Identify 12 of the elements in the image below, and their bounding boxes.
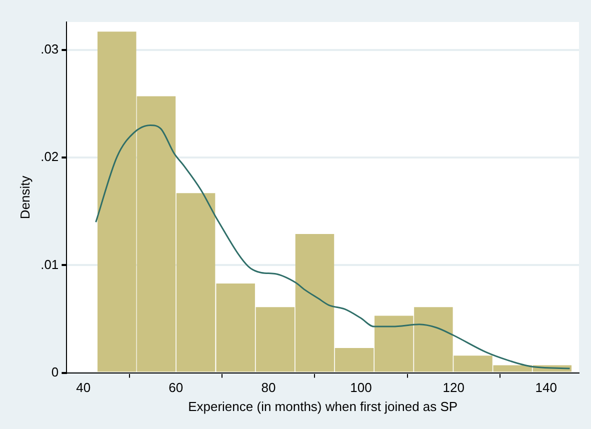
y-tick-label: 0 [51, 364, 59, 380]
y-tick-label: .01 [40, 256, 59, 272]
y-tick-label: .03 [40, 42, 59, 57]
x-tick-label: 40 [76, 380, 91, 396]
x-tick-label: 60 [168, 380, 184, 396]
y-axis-title: Density [17, 175, 32, 220]
x-tick-label: 80 [261, 380, 276, 396]
x-tick-label: 140 [535, 380, 557, 396]
x-tick-label: 120 [442, 380, 464, 396]
x-axis-title: Experience (in months) when first joined as SP [188, 398, 458, 414]
y-tick-label: .02 [40, 149, 59, 164]
x-tick-label: 100 [350, 380, 372, 396]
